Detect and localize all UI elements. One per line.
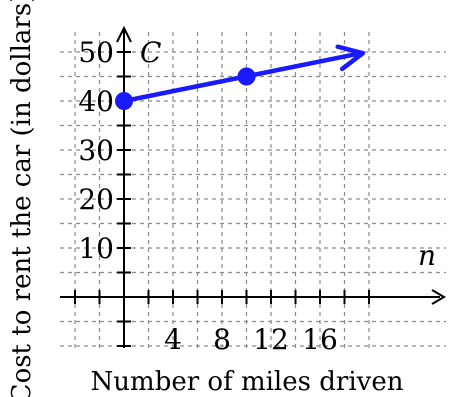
y-tick-label: 40	[78, 85, 114, 118]
y-axis-title: Cost to rent the car (in dollars)	[7, 0, 37, 397]
x-tick-label: 12	[253, 323, 289, 356]
data-point	[115, 92, 133, 110]
y-tick-label: 50	[78, 36, 114, 69]
x-axis-title: Number of miles driven	[91, 367, 404, 397]
axes	[60, 25, 446, 348]
y-tick-label: 20	[78, 183, 114, 216]
series-arrow	[335, 44, 366, 72]
x-axis-variable: n	[418, 239, 436, 272]
x-tick-label: 4	[164, 323, 182, 356]
y-tick-label: 30	[78, 134, 114, 167]
data-point	[237, 67, 256, 86]
x-axis-arrow	[431, 289, 446, 305]
y-axis-variable: C	[140, 36, 161, 69]
x-tick-label: 16	[302, 323, 338, 356]
y-tick-label: 10	[78, 232, 114, 265]
series	[115, 44, 366, 110]
x-tick-label: 8	[213, 323, 231, 356]
tick-labels: 4 8 12 16 10 20 30 40 50	[78, 36, 337, 356]
y-axis-arrow	[116, 25, 132, 43]
